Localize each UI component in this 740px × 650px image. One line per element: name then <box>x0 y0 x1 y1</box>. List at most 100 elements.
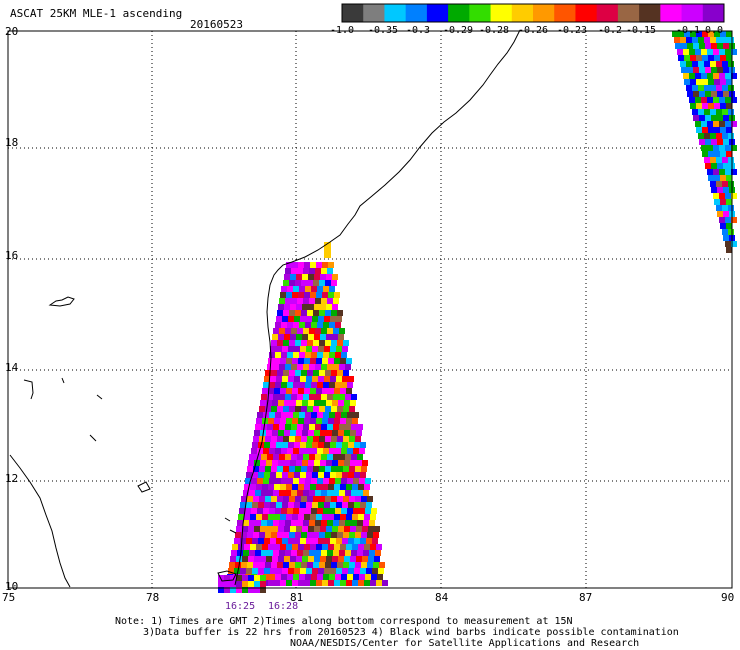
wind-cell <box>290 400 296 406</box>
wind-cell <box>331 310 337 316</box>
wind-cell <box>285 490 291 496</box>
wind-cell <box>291 550 297 556</box>
swath-time-end: 16:28 <box>268 601 299 612</box>
colorbar-segment <box>554 4 576 22</box>
wind-cell <box>292 484 298 490</box>
wind-cell <box>699 139 705 145</box>
wind-cell <box>714 31 720 37</box>
wind-cell <box>353 574 359 580</box>
wind-cell <box>268 388 274 394</box>
wind-cell <box>305 448 311 454</box>
wind-cell <box>270 442 276 448</box>
colorbar-segment <box>681 4 704 22</box>
wind-cell <box>292 418 298 424</box>
wind-cell <box>274 358 280 364</box>
wind-cell <box>242 526 248 532</box>
wind-cell <box>248 581 254 587</box>
wind-cell <box>259 562 265 568</box>
wind-cell <box>711 139 717 145</box>
wind-cell <box>267 424 273 430</box>
wind-cell <box>728 205 734 211</box>
wind-cell <box>323 508 329 514</box>
wind-cell <box>254 430 260 436</box>
wind-cell <box>333 424 339 430</box>
wind-cell <box>351 490 357 496</box>
wind-cell <box>714 55 720 61</box>
wind-cell <box>284 400 290 406</box>
wind-cell <box>275 352 281 358</box>
wind-cell <box>303 454 309 460</box>
wind-cell <box>323 286 329 292</box>
wind-cell <box>281 286 287 292</box>
wind-cell <box>725 49 731 55</box>
wind-cell <box>692 61 698 67</box>
colorbar-segment <box>533 4 555 22</box>
wind-cell <box>311 352 317 358</box>
wind-cell <box>288 316 294 322</box>
wind-cell <box>285 298 291 304</box>
wind-cell <box>300 442 306 448</box>
wind-cell <box>293 352 299 358</box>
wind-cell <box>296 460 302 466</box>
wind-cell <box>284 460 290 466</box>
wind-cell <box>338 556 344 562</box>
wind-cell <box>295 436 301 442</box>
wind-cell <box>354 472 360 478</box>
wind-cell <box>340 514 346 520</box>
wind-cell <box>303 424 309 430</box>
wind-cell <box>364 484 370 490</box>
wind-cell <box>300 316 306 322</box>
wind-cell <box>704 157 710 163</box>
wind-cell <box>351 394 357 400</box>
wind-cell <box>322 544 328 550</box>
wind-cell <box>360 502 366 508</box>
wind-cell <box>324 502 330 508</box>
wind-cell <box>273 550 279 556</box>
wind-cell <box>282 568 288 574</box>
wind-cell <box>366 502 372 508</box>
wind-cell <box>359 478 365 484</box>
wind-cell <box>345 490 351 496</box>
wind-cell <box>268 580 274 586</box>
wind-cell <box>716 61 722 67</box>
wind-cell <box>347 508 353 514</box>
wind-cell <box>313 340 319 346</box>
wind-cell <box>256 418 262 424</box>
wind-cell <box>300 346 306 352</box>
wind-cell <box>334 484 340 490</box>
wind-cell <box>379 562 385 568</box>
wind-cell <box>686 85 692 91</box>
wind-cell <box>290 304 296 310</box>
wind-cell <box>701 73 707 79</box>
wind-cell <box>271 436 277 442</box>
wind-cell <box>284 556 290 562</box>
wind-cell <box>708 151 714 157</box>
wind-cell <box>317 412 323 418</box>
wind-cell <box>295 370 301 376</box>
wind-cell <box>281 448 287 454</box>
wind-cell <box>720 199 726 205</box>
wind-cell <box>310 514 316 520</box>
lon-label-90: 90 <box>721 591 735 604</box>
wind-cell <box>295 340 301 346</box>
wind-cell <box>310 388 316 394</box>
wind-cell <box>271 406 277 412</box>
wind-cell <box>307 280 313 286</box>
wind-cell <box>324 472 330 478</box>
wind-cell <box>310 292 316 298</box>
wind-cell <box>311 412 317 418</box>
wind-cell <box>245 478 251 484</box>
wind-cell <box>302 526 308 532</box>
wind-cell <box>337 370 343 376</box>
wind-cell <box>717 91 723 97</box>
wind-cell <box>680 37 686 43</box>
wind-cell <box>696 31 702 37</box>
wind-cell <box>352 580 358 586</box>
wind-cell <box>294 568 300 574</box>
wind-cell <box>725 121 731 127</box>
wind-cell <box>731 193 737 199</box>
wind-cell <box>720 127 726 133</box>
wind-cell <box>277 532 283 538</box>
wind-cell <box>344 556 350 562</box>
wind-cell <box>270 538 276 544</box>
